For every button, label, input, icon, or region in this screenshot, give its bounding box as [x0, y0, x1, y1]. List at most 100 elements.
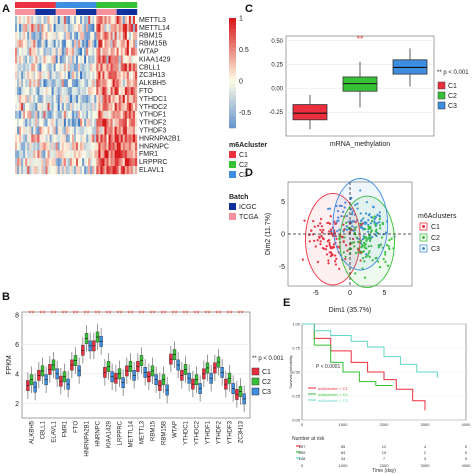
- pca-point: [379, 224, 382, 227]
- heatmap-cell: [33, 95, 36, 104]
- cluster-annot-cell: [53, 2, 56, 8]
- heatmap-cell: [124, 87, 128, 96]
- cluster-annot-cell: [96, 2, 99, 8]
- heatmap-cell: [67, 126, 71, 135]
- heatmap-cell: [29, 31, 32, 40]
- heatmap-cell: [92, 150, 95, 159]
- heatmap-cell: [63, 79, 67, 88]
- heatmap-cell: [23, 63, 26, 72]
- heatmap-cell: [120, 134, 123, 143]
- heatmap-cell: [104, 150, 107, 159]
- x-axis-label-c: mRNA_methylation: [330, 141, 390, 148]
- heatmap-cell: [110, 142, 113, 151]
- heatmap-cell: [88, 55, 91, 64]
- heatmap-cell: [98, 142, 101, 151]
- gene-label: ALKBH5: [139, 80, 166, 87]
- heatmap-cell: [39, 134, 42, 143]
- heatmap-cell: [69, 23, 73, 32]
- heatmap-cell: [126, 55, 130, 64]
- heatmap-cell: [47, 166, 50, 175]
- heatmap-cell: [65, 79, 69, 88]
- gene-label: METTL14: [139, 25, 170, 32]
- cluster-annot-cell: [116, 2, 119, 8]
- heatmap-cell: [51, 118, 54, 127]
- heatmap-cell: [27, 126, 30, 135]
- heatmap-cell: [45, 39, 48, 48]
- heatmap-cell: [17, 71, 20, 80]
- heatmap-cell: [67, 158, 71, 167]
- batch-annot-cell: [134, 9, 138, 15]
- heatmap-cell: [88, 31, 91, 40]
- pca-point: [338, 267, 341, 271]
- cluster-annot-cell: [67, 2, 71, 8]
- pca-point: [329, 228, 333, 231]
- pca-point: [354, 221, 357, 224]
- cluster-annot-cell: [47, 2, 50, 8]
- heatmap-cell: [134, 87, 138, 96]
- heatmap-cell: [55, 126, 58, 135]
- heatmap-cell: [55, 16, 58, 25]
- x-tick-label-b: METTL3: [140, 420, 146, 444]
- heatmap-cell: [82, 118, 85, 127]
- risk-table-cell: 187: [299, 444, 306, 449]
- heatmap-cell: [90, 71, 93, 80]
- heatmap-cell: [100, 16, 103, 25]
- heatmap-cell: [15, 31, 18, 40]
- heatmap-cell: [57, 166, 60, 175]
- heatmap-cell: [98, 102, 101, 111]
- heatmap-cell: [84, 39, 87, 48]
- heatmap-cell: [23, 23, 26, 32]
- heatmap-cell: [132, 118, 136, 127]
- heatmap-cell: [57, 71, 60, 80]
- heatmap-cell: [37, 31, 40, 40]
- colorbar-step: [229, 124, 236, 129]
- heatmap-cell: [61, 95, 64, 104]
- confidence-ellipse: [305, 192, 361, 286]
- heatmap-cell: [134, 16, 138, 25]
- heatmap-cell: [78, 158, 81, 167]
- cluster-annot-cell: [88, 2, 91, 8]
- heatmap-cell: [31, 126, 34, 135]
- heatmap-cell: [49, 16, 52, 25]
- heatmap-cell: [63, 142, 67, 151]
- pca-point: [330, 246, 333, 249]
- colorbar-step: [229, 25, 236, 30]
- pca-point: [336, 230, 339, 233]
- risk-table-cell: 34: [341, 456, 346, 461]
- pca-point: [355, 226, 358, 229]
- pca-point: [350, 213, 354, 216]
- heatmap-cell: [51, 142, 54, 151]
- heatmap-cell: [94, 39, 97, 48]
- heatmap-cell: [39, 63, 42, 72]
- heatmap-cell: [106, 118, 109, 127]
- heatmap-cell: [100, 79, 103, 88]
- batch-annot-cell: [116, 9, 119, 15]
- heatmap-cell: [128, 158, 132, 167]
- heatmap-cell: [96, 31, 99, 40]
- heatmap-cell: [69, 150, 73, 159]
- heatmap-cell: [76, 134, 79, 143]
- heatmap-cell: [134, 102, 138, 111]
- heatmap-cell: [61, 110, 64, 119]
- heatmap-cell: [25, 126, 28, 135]
- heatmap-cell: [86, 55, 89, 64]
- heatmap-cell: [90, 134, 93, 143]
- heatmap-cell: [134, 142, 138, 151]
- heatmap-cell: [25, 118, 28, 127]
- heatmap-cell: [41, 71, 44, 80]
- heatmap-cell: [92, 134, 95, 143]
- heatmap-cell: [126, 23, 130, 32]
- heatmap-cell: [51, 95, 54, 104]
- pca-point: [334, 234, 337, 237]
- heatmap-cell: [41, 31, 44, 40]
- heatmap-cell: [84, 47, 87, 56]
- heatmap-cell: [130, 110, 134, 119]
- heatmap-cell: [43, 126, 46, 135]
- heatmap-cell: [27, 55, 30, 64]
- pca-point: [319, 217, 323, 221]
- pca-point: [336, 209, 340, 213]
- heatmap-cell: [21, 71, 24, 80]
- heatmap-cell: [49, 134, 52, 143]
- heatmap-cell: [27, 166, 30, 175]
- heatmap-cell: [126, 71, 130, 80]
